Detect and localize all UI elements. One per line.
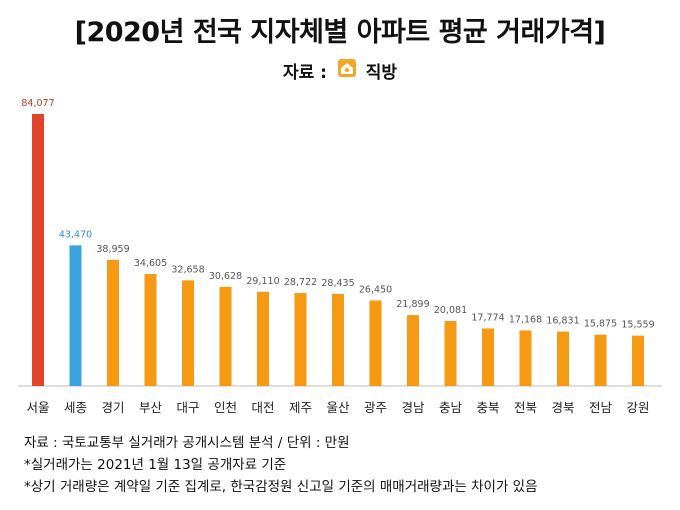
category-label: 강원	[626, 400, 649, 415]
footnotes: 자료 : 국토교통부 실거래가 공개시스템 분석 / 단위 : 만원 *실거래가…	[24, 432, 664, 498]
value-label: 20,081	[434, 305, 467, 316]
value-label: 17,774	[471, 312, 504, 323]
category-label: 전남	[589, 400, 613, 415]
category-label: 대구	[176, 400, 199, 415]
value-label: 15,875	[584, 319, 617, 330]
category-label: 충남	[439, 400, 463, 415]
value-label: 43,470	[59, 229, 92, 240]
bar-12	[482, 328, 494, 386]
bar-14	[557, 331, 569, 386]
bar-6	[257, 291, 269, 386]
value-label: 17,168	[509, 314, 542, 325]
value-label: 21,899	[396, 299, 429, 310]
bar-1	[69, 245, 82, 386]
source-line: 자료 : 직방	[0, 58, 680, 83]
value-label: 26,450	[359, 284, 392, 295]
bar-8	[332, 294, 344, 386]
value-label: 84,077	[21, 98, 54, 109]
zigbang-house-logo-icon	[337, 58, 357, 83]
bar-9	[369, 300, 382, 386]
bar-3	[144, 274, 157, 386]
source-label: 자료 :	[282, 63, 327, 83]
bar-0	[32, 114, 44, 386]
value-label: 38,959	[96, 244, 129, 255]
bar-4	[182, 280, 194, 386]
bar-15	[594, 334, 607, 386]
category-label: 세종	[64, 400, 87, 415]
value-label: 30,628	[209, 271, 242, 282]
bar-chart: 84,077 서울 43,470 세종 38,959 경기 34,605 부산 32,658 대구…	[18, 98, 662, 415]
value-label: 16,831	[546, 316, 579, 327]
bar-2	[107, 259, 119, 386]
chart-title: [2020년 전국 지자체별 아파트 평균 거래가격]	[74, 17, 606, 48]
category-label: 인천	[214, 400, 237, 415]
category-label: 전북	[514, 400, 537, 415]
source-brand: 직방	[365, 63, 398, 83]
footnote-source: 자료 : 국토교통부 실거래가 공개시스템 분석 / 단위 : 만원	[24, 435, 350, 451]
value-label: 29,110	[246, 276, 279, 287]
category-label: 부산	[139, 400, 163, 415]
category-label: 대전	[251, 400, 274, 415]
bar-10	[407, 315, 419, 386]
category-label: 울산	[326, 400, 350, 415]
category-label: 제주	[289, 400, 312, 415]
value-label: 28,435	[321, 278, 354, 289]
bar-7	[294, 293, 307, 386]
bar-11	[444, 321, 457, 386]
category-label: 경북	[551, 400, 574, 415]
bar-13	[519, 330, 532, 386]
bar-5	[219, 286, 232, 386]
value-label: 34,605	[134, 258, 167, 269]
footnote-date: *실거래가는 2021년 1월 13일 공개자료 기준	[24, 457, 287, 473]
bar-16	[632, 335, 644, 386]
footnote-disclaimer: *상기 거래량은 계약일 기준 집계로, 한국감정원 신고일 기준의 매매거래량…	[24, 479, 538, 495]
value-label: 28,722	[284, 277, 317, 288]
category-label: 충북	[476, 400, 499, 415]
value-label: 15,559	[621, 320, 654, 331]
value-label: 32,658	[171, 264, 204, 275]
category-label: 광주	[364, 400, 387, 415]
category-label: 경남	[401, 400, 425, 415]
category-label: 서울	[26, 400, 49, 415]
category-label: 경기	[101, 400, 124, 415]
